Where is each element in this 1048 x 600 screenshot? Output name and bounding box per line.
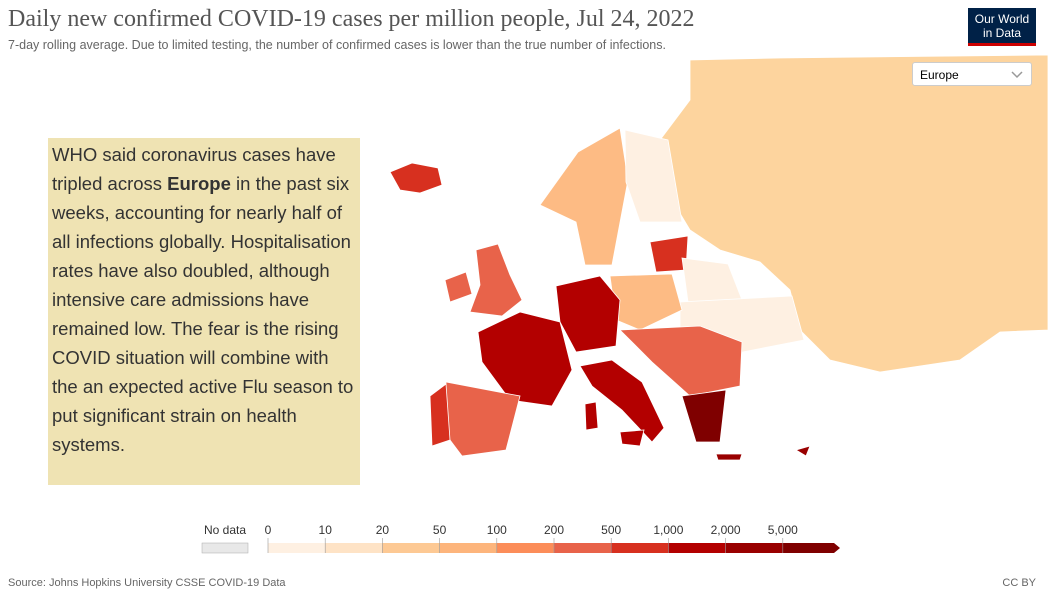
title: Daily new confirmed COVID-19 cases per m… — [8, 6, 695, 32]
legend-tick-label: 20 — [376, 523, 390, 537]
legend-bin — [611, 543, 669, 553]
norway-sweden — [539, 127, 629, 266]
region-select[interactable]: Europe — [912, 62, 1032, 86]
subtitle: 7-day rolling average. Due to limited te… — [8, 38, 666, 52]
legend-tick-label: 50 — [433, 523, 447, 537]
belarus — [681, 257, 743, 303]
legend-bin — [496, 543, 554, 553]
finland — [624, 129, 683, 223]
legend-tick-label: 10 — [319, 523, 333, 537]
crete — [715, 453, 743, 461]
legend-bin — [439, 543, 497, 553]
sicily — [619, 429, 645, 447]
source: Source: Johns Hopkins University CSSE CO… — [8, 577, 286, 589]
logo-line: in Data — [982, 26, 1022, 40]
countries — [389, 54, 1048, 461]
sardinia — [584, 401, 599, 431]
legend-bin — [268, 543, 326, 553]
france — [477, 311, 573, 407]
poland — [609, 273, 683, 331]
ireland — [444, 271, 473, 303]
logo[interactable]: Our World in Data — [968, 8, 1036, 46]
no-data-swatch — [201, 542, 249, 554]
annotation: WHO said coronavirus cases have tripled … — [48, 138, 360, 485]
select-value: Europe — [920, 68, 959, 82]
iceland — [389, 162, 443, 194]
legend-label: No data — [204, 523, 246, 537]
legend-tick-label: 5,000 — [768, 523, 798, 537]
logo-line: Our World — [974, 12, 1030, 26]
annotation-bold: Europe — [167, 173, 231, 194]
legend-tick-label: 100 — [487, 523, 507, 537]
legend-tick-label: 200 — [544, 523, 564, 537]
portugal — [429, 383, 451, 447]
chevron — [1011, 71, 1023, 79]
annotation-text: in the past six weeks, accounting for ne… — [52, 173, 354, 455]
legend-bin — [382, 543, 440, 553]
uk — [469, 243, 523, 317]
license[interactable]: CC BY — [1002, 577, 1036, 589]
legend-bin — [725, 543, 783, 553]
greece — [681, 389, 727, 443]
legend-bin — [782, 543, 840, 553]
legend-tick-label: 1,000 — [653, 523, 683, 537]
legend-bin — [668, 543, 726, 553]
legend-tick-label: 0 — [265, 523, 272, 537]
legend-tick-label: 500 — [601, 523, 621, 537]
annotation-text: WHO said coronavirus cases have tripled … — [52, 144, 336, 194]
germany — [555, 275, 621, 353]
legend-bin — [554, 543, 612, 553]
cyprus — [795, 445, 811, 457]
italy — [579, 359, 665, 443]
legend-bin — [325, 543, 383, 553]
legend: 0 10 20 50 100 200 500 1,000 2,000 5,000 — [265, 523, 840, 553]
legend-tick-label: 2,000 — [711, 523, 741, 537]
baltics — [649, 235, 689, 273]
balkans — [619, 325, 743, 397]
